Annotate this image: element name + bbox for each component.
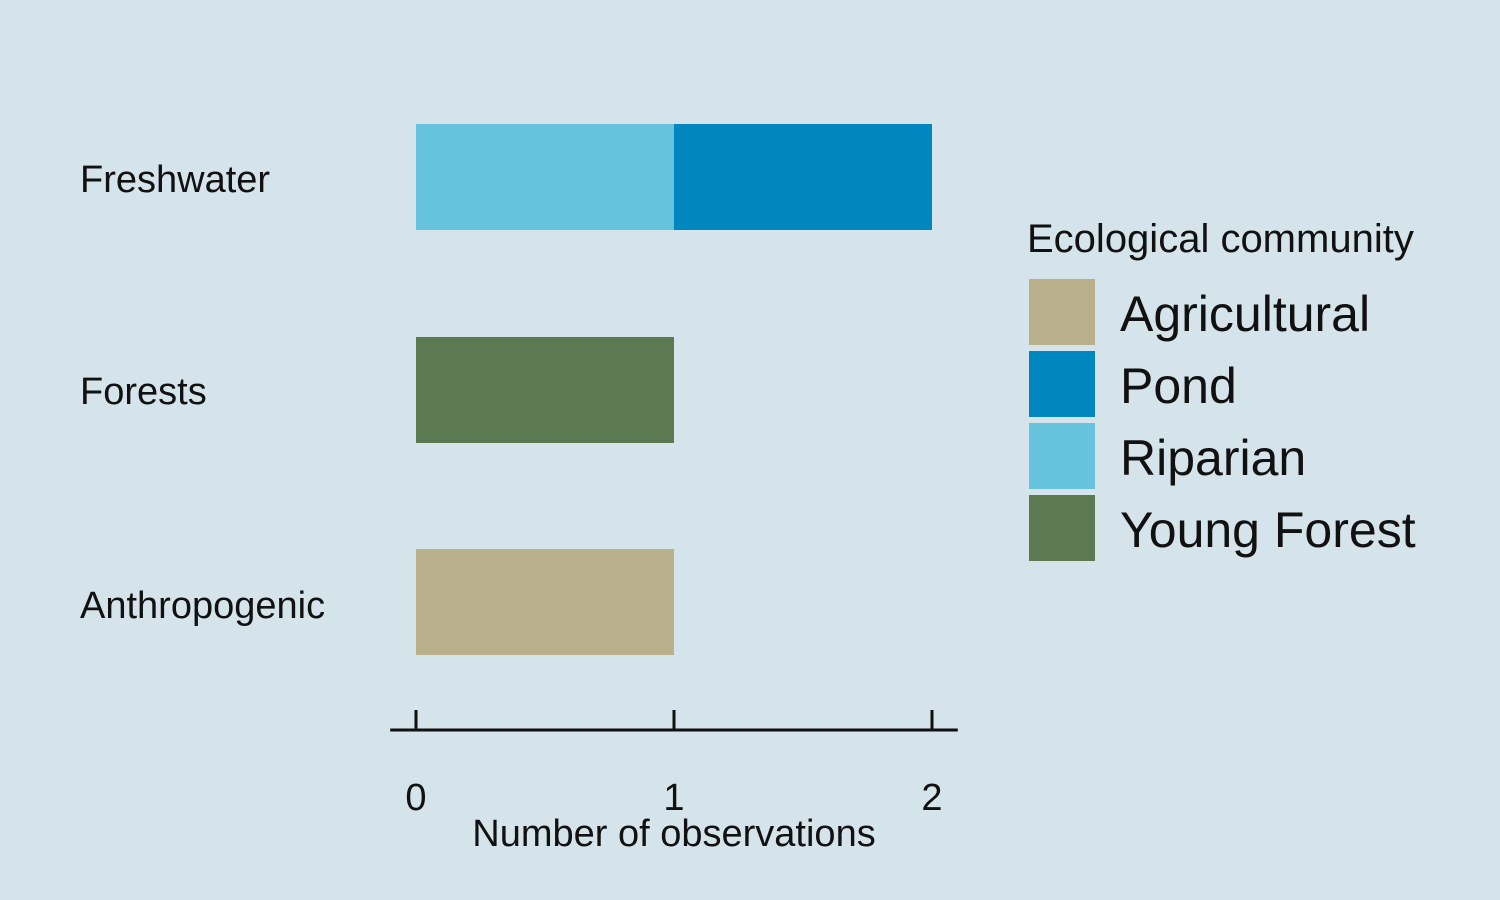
legend-label-agricultural: Agricultural xyxy=(1120,286,1370,342)
category-labels: Freshwater Forests Anthropogenic xyxy=(80,159,325,627)
legend-title: Ecological community xyxy=(1027,217,1414,261)
category-label-freshwater: Freshwater xyxy=(80,159,270,201)
bar-freshwater-riparian xyxy=(416,124,674,230)
bars-layer xyxy=(416,124,932,655)
legend-swatch-agricultural xyxy=(1029,279,1095,345)
legend-swatch-young-forest xyxy=(1029,495,1095,561)
category-label-forests: Forests xyxy=(80,371,207,413)
x-axis-title: Number of observations xyxy=(472,813,875,855)
legend-swatch-pond xyxy=(1029,351,1095,417)
legend-label-young-forest: Young Forest xyxy=(1120,502,1416,558)
category-label-anthropogenic: Anthropogenic xyxy=(80,585,325,627)
x-tick-label-2: 2 xyxy=(921,777,942,819)
x-tick-label-1: 1 xyxy=(663,777,684,819)
legend-label-riparian: Riparian xyxy=(1120,430,1306,486)
bar-anthropogenic-agricultural xyxy=(416,549,674,655)
x-tick-label-0: 0 xyxy=(405,777,426,819)
legend-swatch-riparian xyxy=(1029,423,1095,489)
legend: Ecological community Agricultural Pond Rip… xyxy=(1027,217,1416,561)
legend-label-pond: Pond xyxy=(1120,358,1237,414)
bar-forests-young-forest xyxy=(416,337,674,443)
x-axis: 0 1 2 xyxy=(390,710,958,819)
bar-freshwater-pond xyxy=(674,124,932,230)
